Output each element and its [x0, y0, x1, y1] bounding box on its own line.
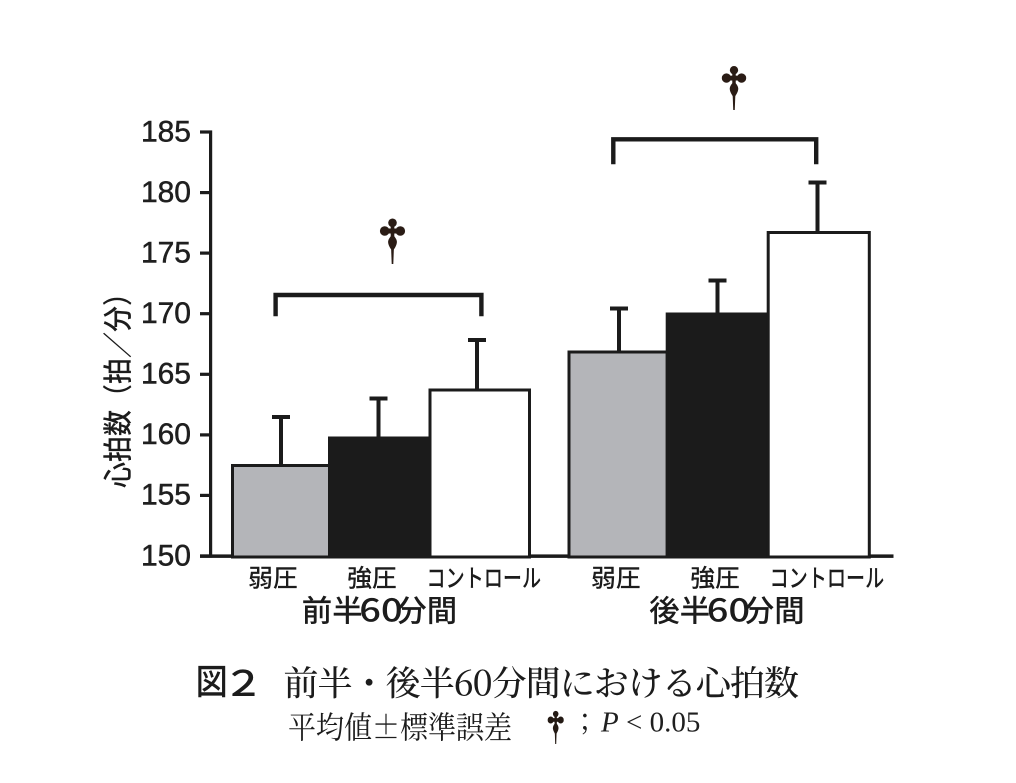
- svg-text:150: 150: [141, 539, 191, 572]
- svg-text:185: 185: [141, 115, 191, 148]
- svg-text:170: 170: [141, 297, 191, 330]
- svg-text:160: 160: [141, 418, 191, 451]
- svg-text:155: 155: [141, 479, 191, 512]
- svg-text:165: 165: [141, 358, 191, 391]
- svg-text:180: 180: [141, 176, 191, 209]
- svg-text:P < 0.05: P < 0.05: [600, 707, 700, 739]
- svg-text:175: 175: [141, 236, 191, 269]
